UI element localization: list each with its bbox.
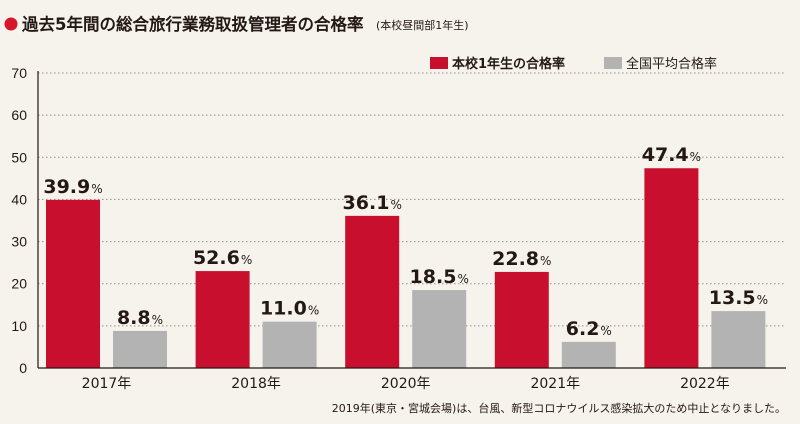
- data-label-value: 13.5: [709, 287, 756, 309]
- legend-label: 全国平均合格率: [626, 56, 717, 72]
- data-label-unit: %: [241, 253, 252, 267]
- y-tick-label: 70: [11, 65, 27, 81]
- bar-national: [113, 330, 167, 368]
- y-tick-label: 50: [11, 149, 27, 165]
- data-label-value: 6.2: [566, 318, 600, 340]
- data-label: 8.8%: [117, 307, 163, 329]
- x-category-label: 2018年: [231, 376, 281, 392]
- data-label-unit: %: [390, 198, 401, 212]
- y-tick-label: 40: [11, 191, 27, 207]
- data-label-value: 47.4: [642, 144, 689, 166]
- title-bullet-icon: [4, 17, 18, 31]
- bars: [46, 168, 766, 368]
- bar-national: [711, 311, 766, 368]
- data-label: 47.4%: [642, 144, 701, 166]
- data-label: 6.2%: [566, 318, 612, 340]
- data-label-unit: %: [600, 324, 611, 338]
- bar-school: [345, 215, 400, 368]
- y-tick-label: 20: [11, 276, 27, 292]
- data-label: 39.9%: [43, 176, 102, 198]
- data-label-value: 18.5: [410, 266, 457, 288]
- y-tick-label: 10: [11, 318, 27, 334]
- data-label: 52.6%: [193, 247, 252, 269]
- data-label-unit: %: [91, 182, 102, 196]
- bar-national: [561, 341, 616, 368]
- grid-lines: [38, 72, 786, 327]
- bar-national: [412, 290, 467, 368]
- x-category-label: 2022年: [680, 376, 730, 392]
- x-axis: 2017年 2018年 2020年 2021年 2022年: [38, 367, 786, 392]
- bar-school: [644, 168, 699, 368]
- y-tick-label: 60: [11, 107, 27, 123]
- data-label-value: 36.1: [343, 192, 390, 214]
- chart-title: 過去5年間の総合旅行業務取扱管理者の合格率: [22, 14, 363, 34]
- data-label: 13.5%: [709, 287, 768, 309]
- data-label-unit: %: [152, 313, 163, 327]
- footnote: 2019年(東京・宮城会場)は、台風、新型コロナウイルス感染拡大のため中止となり…: [332, 401, 786, 415]
- chart-subtitle: (本校昼間部1年生): [376, 18, 469, 32]
- bar-school: [195, 271, 250, 368]
- y-axis: 0 10 20 30 40 50 60 70: [11, 65, 39, 376]
- data-label-value: 11.0: [260, 298, 307, 320]
- data-label: 18.5%: [410, 266, 469, 288]
- data-label-unit: %: [308, 304, 319, 318]
- data-label: 22.8%: [492, 248, 551, 270]
- data-label-unit: %: [757, 293, 768, 307]
- bar-school: [46, 199, 100, 368]
- legend-swatch: [604, 57, 622, 69]
- data-label-value: 22.8: [492, 248, 539, 270]
- data-label: 11.0%: [260, 298, 319, 320]
- y-tick-label: 30: [11, 234, 27, 250]
- y-tick-label: 0: [19, 360, 27, 376]
- x-category-label: 2017年: [82, 376, 132, 392]
- data-label-value: 8.8: [117, 307, 151, 329]
- bar-school: [494, 271, 549, 368]
- x-category-label: 2020年: [381, 376, 431, 392]
- data-label: 36.1%: [343, 192, 402, 214]
- bar-national: [262, 321, 317, 368]
- data-label-value: 52.6: [193, 247, 240, 269]
- data-labels: 39.9%8.8%52.6%11.0%36.1%18.5%22.8%6.2%47…: [43, 144, 768, 340]
- x-category-label: 2021年: [530, 376, 580, 392]
- data-label-value: 39.9: [43, 176, 90, 198]
- legend-label: 本校1年生の合格率: [452, 56, 565, 72]
- data-label-unit: %: [540, 254, 551, 268]
- data-label-unit: %: [690, 150, 701, 164]
- legend-swatch: [430, 57, 448, 69]
- data-label-unit: %: [457, 272, 468, 286]
- legend: 本校1年生の合格率 全国平均合格率: [430, 56, 717, 72]
